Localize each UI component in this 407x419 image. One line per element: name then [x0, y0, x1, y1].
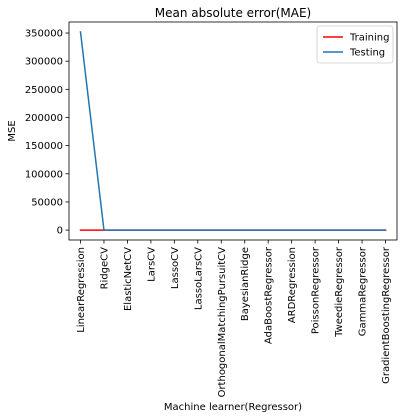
x-tick-label: GammaRegressor	[358, 246, 369, 336]
x-tick-label: LinearRegression	[76, 247, 87, 333]
legend: Training Testing	[316, 25, 394, 64]
y-tick-label: 50000	[31, 197, 63, 208]
legend-box	[316, 25, 394, 64]
x-axis: LinearRegression RidgeCV ElasticNetCV LarsC…	[76, 240, 392, 397]
y-tick-label: 100000	[25, 169, 63, 180]
y-tick-label: 250000	[25, 85, 63, 96]
x-tick-label: OrthogonalMatchingPursuitCV	[217, 247, 228, 398]
x-tick-label: AdaBoostRegressor	[264, 246, 275, 344]
chart-title: Mean absolute error(MAE)	[155, 6, 311, 20]
plot-frame	[68, 21, 398, 241]
x-tick-label: LassoCV	[170, 247, 181, 289]
y-axis: 0 50000 100000 150000 200000 250000 300000 3500…	[25, 29, 69, 237]
x-tick-label: BayesianRidge	[240, 247, 251, 321]
y-tick-label: 200000	[25, 113, 63, 124]
y-axis-label: MSE	[7, 120, 18, 141]
x-tick-label: LassoLarsCV	[193, 247, 204, 310]
y-tick-label: 0	[57, 226, 63, 237]
x-tick-label: PoissonRegressor	[311, 246, 322, 334]
legend-label: Training	[349, 33, 389, 44]
x-tick-label: TweedieRegressor	[334, 246, 345, 338]
x-axis-label: Machine learner(Regressor)	[164, 402, 302, 413]
x-tick-label: RidgeCV	[99, 247, 110, 290]
legend-label: Testing	[349, 48, 385, 59]
x-tick-label: ARDRegression	[287, 247, 298, 323]
series-line-testing	[79, 31, 387, 231]
y-tick-label: 350000	[25, 29, 63, 40]
y-tick-label: 150000	[25, 141, 63, 152]
series-layer	[79, 31, 387, 231]
x-tick-label: LarsCV	[146, 247, 157, 282]
x-tick-label: ElasticNetCV	[123, 247, 134, 311]
x-tick-label: GradientBoostingRegressor	[381, 246, 392, 384]
y-tick-label: 300000	[25, 57, 63, 68]
